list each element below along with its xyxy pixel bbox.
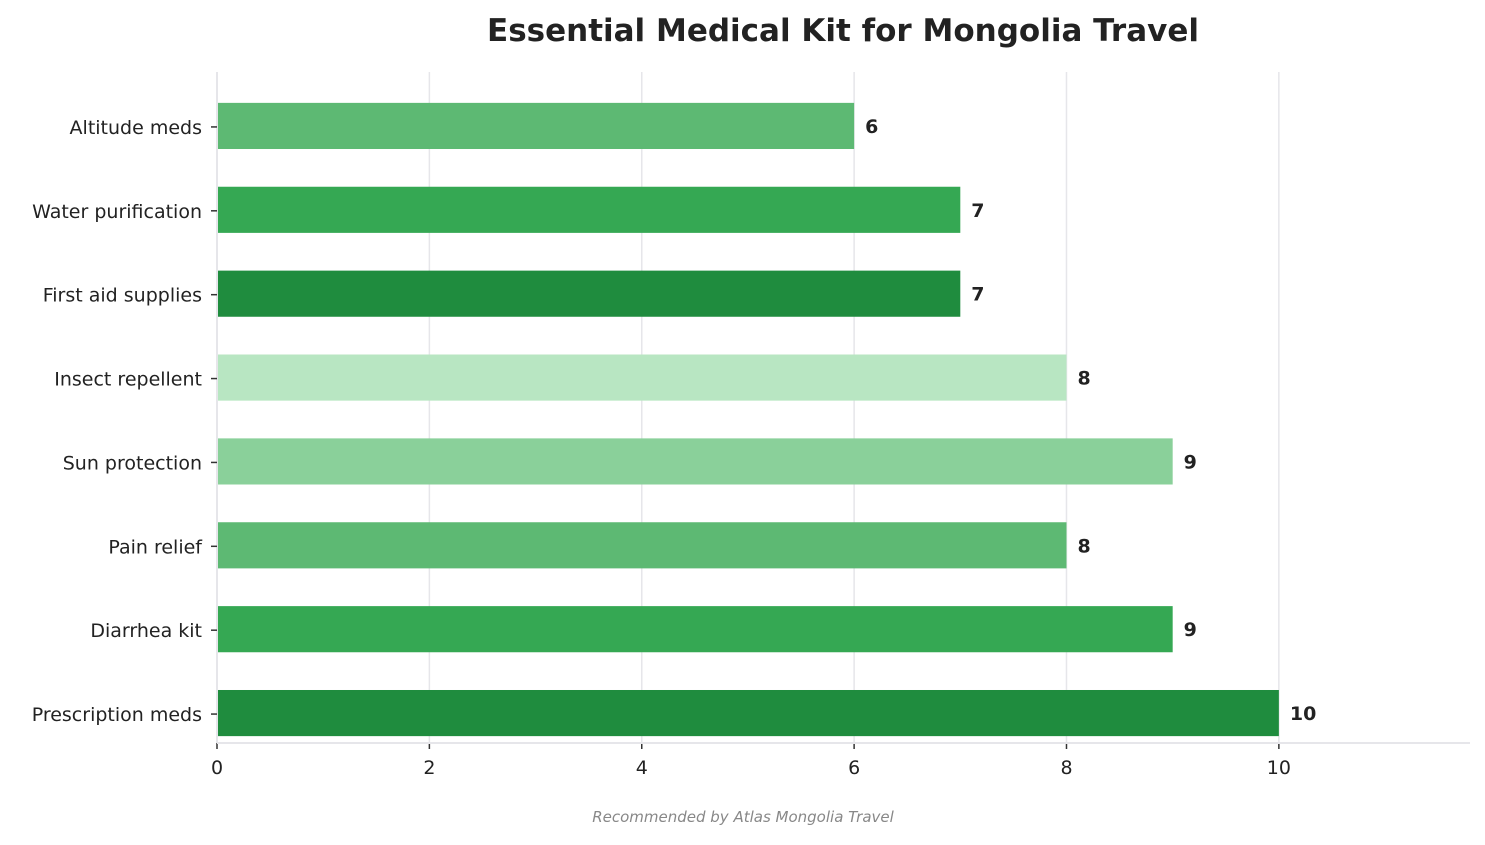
data-label: 8 [1077,368,1090,390]
x-tick-label: 4 [636,757,648,779]
y-tick-label: Pain relief [108,536,203,558]
data-label: 7 [971,200,984,222]
data-label: 7 [971,284,984,306]
y-tick-label: First aid supplies [43,285,202,307]
bar [217,270,961,317]
y-tick-label: Diarrhea kit [90,620,202,642]
bar [217,438,1173,485]
y-tick-label: Insect repellent [54,369,202,391]
x-tick-label: 0 [211,757,223,779]
y-tick-label: Prescription meds [32,704,202,726]
chart-title: Essential Medical Kit for Mongolia Trave… [487,13,1199,49]
x-tick-label: 2 [423,757,435,779]
x-tick-label: 8 [1060,757,1072,779]
data-label: 6 [865,116,878,138]
data-label: 8 [1077,535,1090,557]
bar [217,606,1173,653]
bar [217,522,1067,569]
y-tick-label: Sun protection [63,452,202,474]
data-label: 9 [1184,619,1197,641]
data-label: 10 [1290,703,1316,725]
y-tick-label: Water purification [32,201,202,223]
data-label: 9 [1184,451,1197,473]
y-tick-label: Altitude meds [70,117,202,139]
chart-footer: Recommended by Atlas Mongolia Travel [592,808,894,826]
bar [217,186,961,233]
bar [217,102,855,150]
x-tick-label: 10 [1267,757,1291,779]
bar [217,689,1279,737]
bar [217,354,1067,401]
x-tick-label: 6 [848,757,860,779]
